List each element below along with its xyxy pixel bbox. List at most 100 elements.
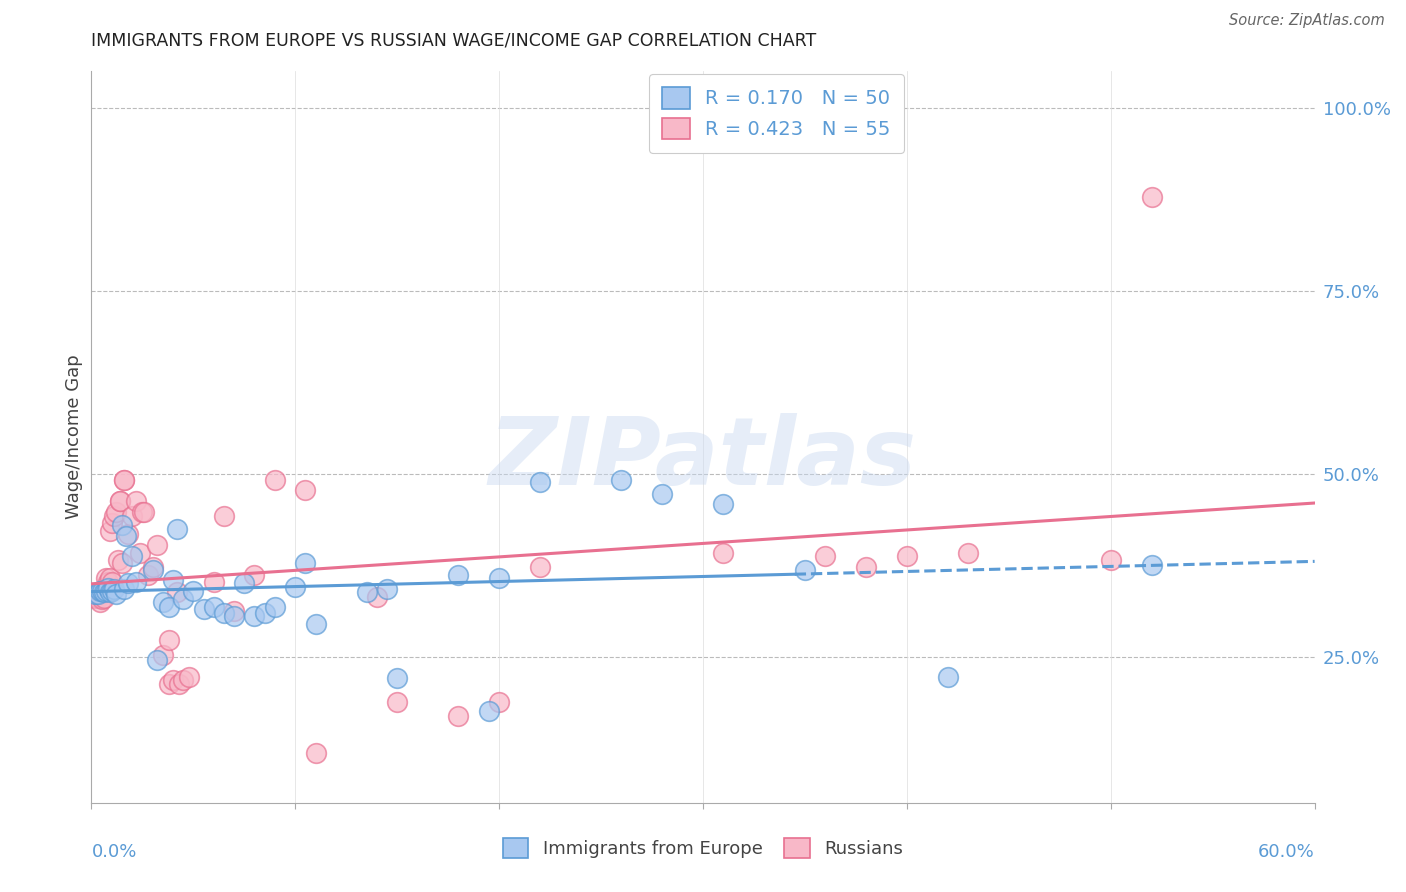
Point	[814, 549, 837, 563]
Point	[488, 695, 510, 709]
Point	[104, 587, 127, 601]
Point	[172, 592, 194, 607]
Point	[98, 524, 121, 538]
Point	[141, 563, 163, 577]
Point	[112, 582, 135, 597]
Point	[167, 677, 190, 691]
Point	[111, 556, 134, 570]
Point	[134, 505, 156, 519]
Point	[375, 582, 398, 597]
Point	[896, 549, 918, 563]
Point	[125, 574, 148, 589]
Point	[98, 585, 121, 599]
Point	[711, 546, 734, 560]
Point	[93, 591, 115, 605]
Point	[103, 509, 125, 524]
Point	[138, 567, 160, 582]
Point	[956, 546, 979, 560]
Point	[651, 487, 673, 501]
Point	[141, 560, 163, 574]
Point	[936, 670, 959, 684]
Point	[103, 582, 125, 597]
Point	[94, 580, 117, 594]
Point	[610, 473, 633, 487]
Point	[1099, 553, 1122, 567]
Point	[89, 594, 111, 608]
Point	[294, 483, 316, 497]
Point	[101, 516, 124, 531]
Point	[202, 574, 225, 589]
Point	[202, 599, 225, 614]
Point	[488, 570, 510, 584]
Point	[157, 633, 180, 648]
Point	[112, 473, 135, 487]
Point	[152, 648, 174, 662]
Point	[284, 580, 307, 594]
Point	[529, 560, 551, 574]
Point	[129, 546, 152, 560]
Text: 60.0%: 60.0%	[1258, 843, 1315, 861]
Point	[793, 563, 815, 577]
Point	[179, 670, 201, 684]
Point	[145, 538, 167, 552]
Point	[117, 576, 139, 591]
Text: IMMIGRANTS FROM EUROPE VS RUSSIAN WAGE/INCOME GAP CORRELATION CHART: IMMIGRANTS FROM EUROPE VS RUSSIAN WAGE/I…	[91, 31, 817, 49]
Point	[366, 590, 388, 604]
Point	[447, 709, 470, 723]
Point	[193, 602, 215, 616]
Point	[121, 509, 143, 524]
Text: 0.0%: 0.0%	[91, 843, 136, 861]
Point	[253, 606, 276, 620]
Point	[115, 529, 138, 543]
Point	[222, 609, 246, 624]
Point	[101, 583, 124, 598]
Point	[157, 599, 180, 614]
Point	[385, 672, 408, 686]
Point	[855, 560, 877, 574]
Point	[478, 705, 501, 719]
Point	[212, 509, 235, 524]
Point	[97, 582, 120, 596]
Point	[86, 587, 108, 601]
Point	[98, 570, 121, 584]
Point	[212, 606, 235, 620]
Point	[243, 567, 266, 582]
Point	[243, 609, 266, 624]
Point	[166, 585, 188, 599]
Point	[131, 505, 153, 519]
Point	[529, 475, 551, 490]
Point	[93, 585, 115, 599]
Point	[304, 746, 326, 760]
Point	[94, 583, 117, 598]
Point	[108, 494, 131, 508]
Point	[97, 574, 120, 589]
Point	[125, 494, 148, 508]
Point	[86, 591, 108, 605]
Point	[447, 567, 470, 582]
Point	[183, 583, 205, 598]
Point	[172, 673, 194, 687]
Text: Source: ZipAtlas.com: Source: ZipAtlas.com	[1229, 13, 1385, 29]
Point	[84, 587, 107, 601]
Y-axis label: Wage/Income Gap: Wage/Income Gap	[65, 355, 83, 519]
Point	[90, 592, 112, 607]
Point	[152, 594, 174, 608]
Point	[108, 494, 131, 508]
Point	[89, 583, 111, 598]
Point	[94, 570, 117, 584]
Point	[1140, 190, 1163, 204]
Point	[385, 695, 408, 709]
Point	[222, 604, 246, 618]
Point	[711, 497, 734, 511]
Point	[112, 473, 135, 487]
Point	[111, 517, 134, 532]
Point	[84, 591, 107, 605]
Text: ZIPatlas: ZIPatlas	[489, 413, 917, 505]
Point	[157, 677, 180, 691]
Point	[104, 505, 127, 519]
Point	[162, 673, 184, 687]
Point	[90, 583, 112, 598]
Point	[166, 521, 188, 535]
Point	[294, 556, 316, 570]
Point	[117, 526, 139, 541]
